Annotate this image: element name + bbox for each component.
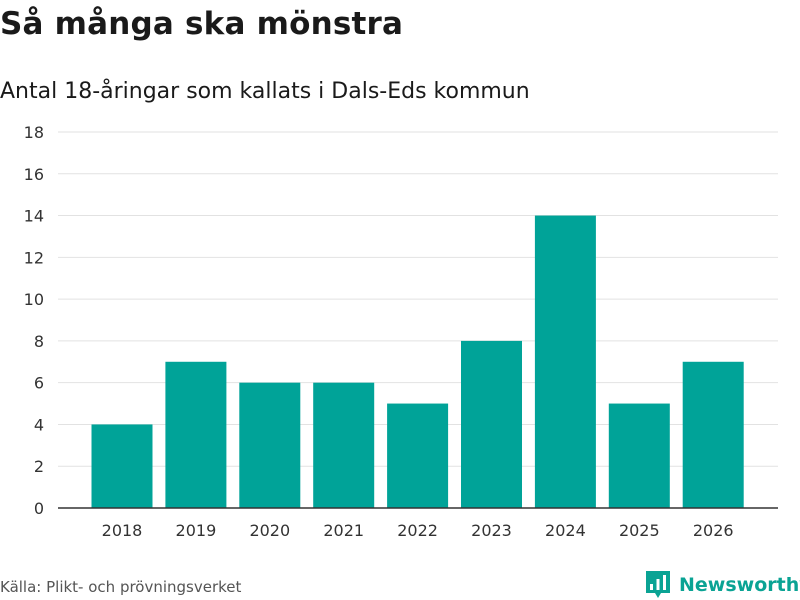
gridlines (58, 131, 778, 467)
source-note: Källa: Plikt- och prövningsverket (0, 578, 242, 596)
brand-logo[interactable]: Newsworthy (645, 570, 800, 600)
y-tick-label: 4 (34, 415, 44, 434)
bar-2025 (608, 403, 670, 508)
y-tick-label: 16 (24, 165, 44, 184)
chart-title: Så många ska mönstra (0, 6, 404, 42)
bar-2024 (534, 215, 596, 509)
y-tick-label: 2 (34, 457, 44, 476)
x-tick-label: 2021 (323, 521, 364, 540)
brand-name: Newsworthy (679, 574, 800, 596)
y-tick-label: 10 (24, 290, 44, 309)
y-tick-label: 6 (34, 374, 44, 393)
x-tick-label: 2018 (102, 521, 143, 540)
x-axis-ticks: 2018 2019 2020 2021 2022 2023 2024 2025 2026 (102, 521, 734, 540)
chart-subtitle: Antal 18-åringar som kallats i Dals-Eds … (0, 79, 530, 104)
bar-2019 (165, 361, 227, 508)
x-tick-label: 2020 (249, 521, 290, 540)
bar-2021 (313, 382, 375, 508)
x-tick-label: 2022 (397, 521, 438, 540)
y-tick-label: 14 (24, 207, 44, 226)
y-tick-label: 12 (24, 248, 44, 267)
bar-2022 (387, 403, 449, 508)
bar-2023 (461, 340, 522, 508)
y-tick-label: 8 (34, 332, 44, 351)
bar-2018 (91, 424, 153, 508)
x-tick-label: 2019 (176, 521, 217, 540)
x-tick-label: 2025 (619, 521, 660, 540)
y-tick-label: 0 (34, 499, 44, 518)
bar-2026 (682, 361, 744, 508)
x-tick-label: 2024 (545, 521, 586, 540)
bar-chart-logo-icon (646, 571, 670, 598)
y-tick-label: 18 (24, 123, 44, 142)
x-tick-label: 2023 (471, 521, 512, 540)
x-tick-label: 2026 (693, 521, 734, 540)
y-axis-ticks: 0 2 4 6 8 10 12 14 16 18 (24, 123, 44, 518)
bar-2020 (239, 382, 301, 508)
bars (91, 215, 744, 509)
